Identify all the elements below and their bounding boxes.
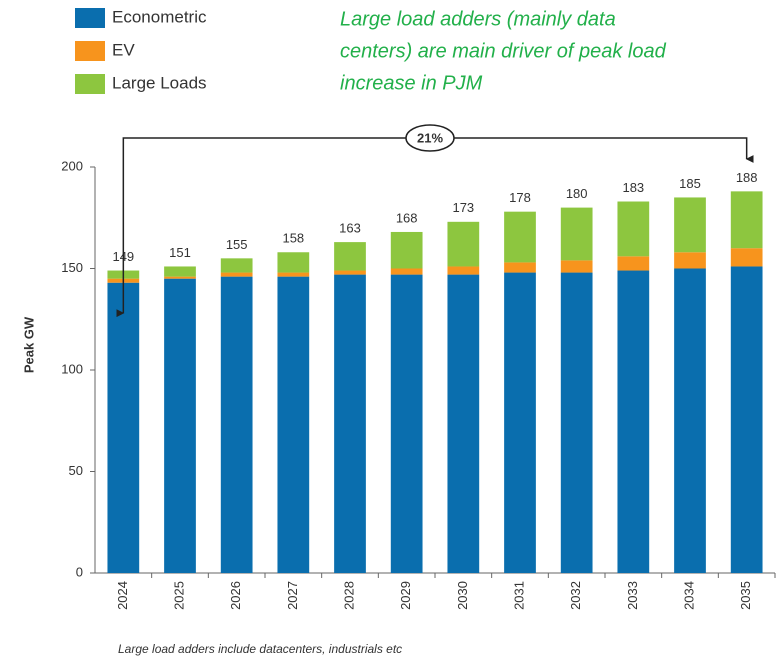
y-tick-label: 50 [69, 463, 83, 478]
footnote: Large load adders include datacenters, i… [118, 642, 402, 656]
bar-segment [730, 191, 763, 249]
y-tick-label: 200 [61, 158, 83, 173]
bar-segment [617, 201, 650, 257]
bar-segment [164, 266, 196, 277]
bar-segment [560, 207, 593, 261]
x-tick-label: 2032 [568, 581, 583, 610]
total-label: 180 [566, 186, 588, 201]
x-tick-label: 2026 [228, 581, 243, 610]
legend-swatch [75, 8, 105, 28]
bar-segment [730, 266, 763, 573]
total-label: 168 [396, 210, 418, 225]
x-tick-label: 2031 [511, 581, 526, 610]
bar-segment [617, 270, 650, 573]
growth-badge [405, 124, 455, 152]
total-label: 185 [679, 176, 701, 191]
total-label: 173 [452, 200, 474, 215]
legend-label: Large Loads [112, 73, 207, 92]
bar-segment [220, 272, 253, 277]
total-label: 183 [622, 180, 644, 195]
bar-segment [220, 258, 253, 273]
growth-label: 21% [417, 130, 443, 145]
bar-segment [390, 274, 423, 573]
legend-label: Econometric [112, 7, 207, 26]
bar-segment [730, 248, 763, 267]
bar-segment [164, 276, 196, 279]
bar-segment [334, 242, 366, 271]
x-tick-label: 2033 [625, 581, 640, 610]
bar-segment [674, 197, 706, 253]
x-tick-label: 2024 [115, 581, 130, 610]
x-tick-label: 2029 [398, 581, 413, 610]
x-tick-label: 2034 [681, 581, 696, 610]
total-label: 151 [169, 245, 191, 260]
bar-segment [164, 278, 196, 573]
bar-segment [674, 268, 706, 573]
bar-segment [390, 231, 423, 269]
bar-segment [447, 266, 480, 275]
bar-segment [504, 211, 536, 263]
x-tick-label: 2025 [171, 581, 186, 610]
bar-segment [334, 270, 366, 275]
total-label: 178 [509, 190, 531, 205]
y-tick-label: 0 [76, 564, 83, 579]
bar-segment [560, 260, 593, 273]
bar-segment [277, 276, 310, 573]
x-tick-label: 2030 [455, 581, 470, 610]
y-axis-label: Peak GW [21, 316, 36, 373]
annotation: centers) are main driver of peak load [340, 40, 667, 62]
bar-segment [390, 268, 423, 275]
bar-segment [504, 262, 536, 273]
bar-segment [447, 274, 480, 573]
bar-segment [504, 272, 536, 573]
bar-segment [674, 252, 706, 269]
annotation: Large load adders (mainly data [340, 8, 616, 30]
bar-segment [617, 256, 650, 271]
total-label: 155 [226, 237, 248, 252]
legend-swatch [75, 41, 105, 61]
bar-segment [447, 221, 480, 267]
bar-segment [277, 252, 310, 273]
legend-swatch [75, 74, 105, 94]
legend-label: EV [112, 40, 135, 59]
bar-segment [107, 282, 140, 573]
annotation: increase in PJM [340, 72, 483, 94]
bar-segment [277, 272, 310, 277]
total-label: 188 [736, 170, 758, 185]
bar-segment [334, 274, 366, 573]
x-tick-label: 2027 [285, 581, 300, 610]
bar-segment [220, 276, 253, 573]
bar-segment [560, 272, 593, 573]
x-tick-label: 2035 [738, 581, 753, 610]
total-label: 163 [339, 221, 361, 236]
total-label: 158 [282, 231, 304, 246]
x-tick-label: 2028 [341, 581, 356, 610]
y-tick-label: 150 [61, 260, 83, 275]
y-tick-label: 100 [61, 361, 83, 376]
growth-bracket [116, 137, 754, 318]
